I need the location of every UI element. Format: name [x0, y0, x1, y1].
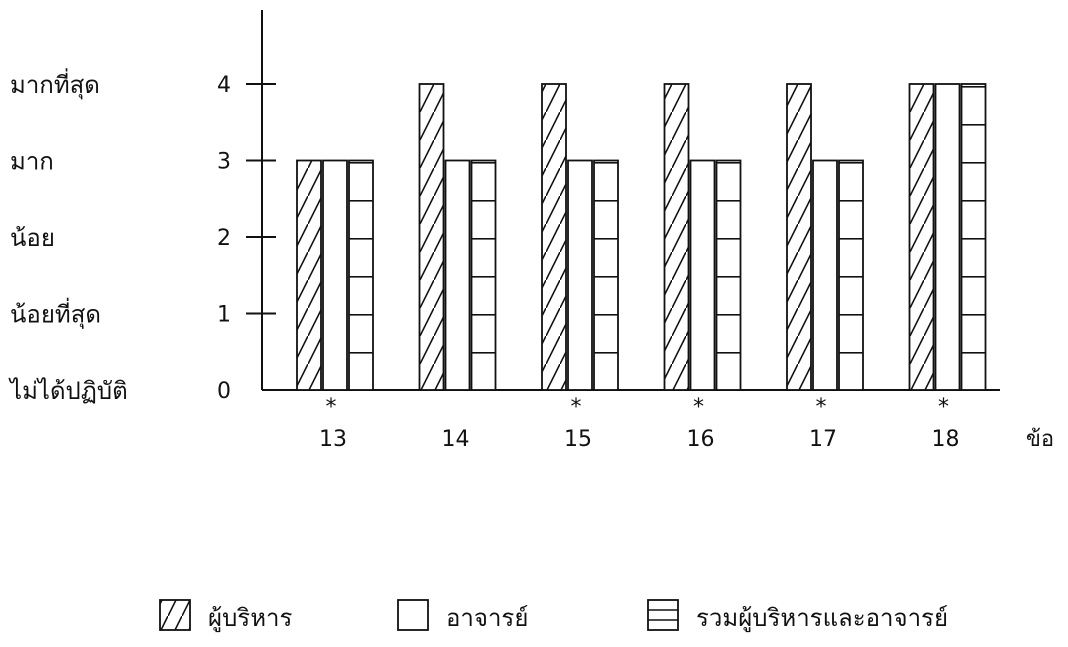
bar [786, 83, 812, 391]
legend-swatch [647, 599, 679, 631]
y-tick-label: 1 [217, 303, 231, 328]
bar [348, 159, 374, 391]
y-tick-label: 0 [217, 379, 231, 404]
legend-label: รวมผู้บริหารและอาจารย์ [696, 604, 948, 633]
bar [418, 83, 445, 391]
bar [908, 83, 935, 391]
y-level-label: มาก [10, 148, 54, 176]
axes [246, 10, 1000, 391]
category-marker: * [326, 395, 337, 420]
bar [663, 83, 690, 391]
labels: 0 ไม่ได้ปฏิบัติ 1 น้อยที่สุด 2 น้อย 3 มาก 4 มากที… [8, 68, 1054, 452]
x-tick-label: 18 [932, 427, 960, 452]
category-marker: * [816, 395, 827, 420]
legend: ผู้บริหาร อาจารย์ รวมผู้บริหารและอาจารย์ [159, 599, 948, 633]
y-level-label: น้อยที่สุด [10, 298, 101, 330]
legend-label: ผู้บริหาร [208, 604, 292, 633]
legend-label: อาจารย์ [446, 604, 528, 632]
bar [593, 159, 619, 391]
bar [567, 159, 593, 391]
bar [715, 159, 742, 391]
bar [470, 159, 497, 391]
legend-swatch [159, 599, 191, 631]
bar [838, 159, 864, 391]
bar [541, 83, 567, 391]
bar [322, 159, 348, 391]
bars [296, 83, 987, 391]
category-marker: * [693, 395, 704, 420]
y-tick-label: 4 [217, 73, 231, 98]
legend-swatch [397, 599, 429, 631]
bar [296, 159, 322, 391]
bar [960, 83, 987, 391]
bar [689, 159, 716, 391]
bar [444, 159, 471, 391]
bar [812, 159, 838, 391]
x-tick-label: 14 [442, 427, 470, 452]
x-tick-label: 15 [564, 427, 592, 452]
category-marker: * [571, 395, 582, 420]
y-level-label: มากที่สุด [10, 68, 100, 100]
x-tick-label: 13 [319, 427, 347, 452]
bar [934, 83, 961, 391]
y-tick-label: 2 [217, 226, 231, 251]
x-tick-label: 17 [809, 427, 837, 452]
x-tick-label: 16 [687, 427, 715, 452]
x-axis-label: ข้อ [1026, 427, 1054, 452]
y-level-label: น้อย [10, 224, 55, 252]
y-tick-label: 3 [217, 150, 231, 175]
y-level-label: ไม่ได้ปฏิบัติ [8, 377, 128, 405]
category-marker: * [938, 395, 949, 420]
